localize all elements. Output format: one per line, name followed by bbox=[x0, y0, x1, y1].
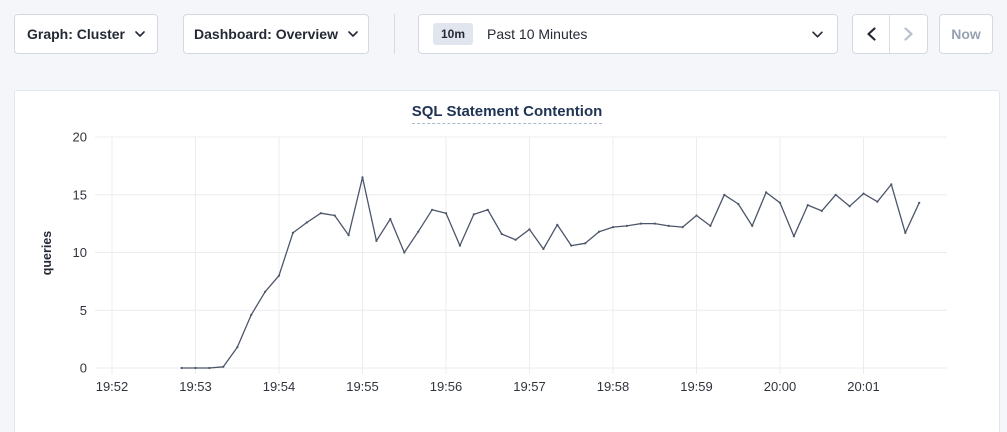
data-point bbox=[264, 290, 267, 293]
y-tick-label: 15 bbox=[73, 187, 87, 202]
data-point bbox=[778, 201, 782, 204]
data-point bbox=[862, 192, 865, 195]
data-point bbox=[876, 200, 879, 203]
x-tick-label: 19:59 bbox=[680, 379, 713, 394]
x-tick-label: 19:52 bbox=[96, 379, 129, 394]
data-point bbox=[222, 365, 225, 368]
data-point bbox=[277, 274, 281, 277]
now-button[interactable]: Now bbox=[939, 14, 993, 54]
data-point bbox=[834, 193, 837, 196]
data-point bbox=[904, 231, 907, 234]
data-point bbox=[625, 224, 629, 227]
line-chart: 0 5 10 15 20 19:52 19:53 19:54 19:55 19:56 19:57 19… bbox=[40, 130, 947, 394]
data-point bbox=[472, 213, 475, 216]
x-tick-label: 19:53 bbox=[179, 379, 212, 394]
data-point bbox=[584, 242, 587, 245]
data-point bbox=[194, 366, 197, 370]
data-point bbox=[305, 221, 308, 224]
x-tick-label: 20:01 bbox=[847, 379, 880, 394]
data-point bbox=[709, 224, 712, 227]
time-window-label: Past 10 Minutes bbox=[487, 26, 588, 42]
data-point bbox=[639, 222, 642, 225]
data-point bbox=[236, 346, 239, 349]
y-tick-label: 20 bbox=[73, 130, 87, 145]
data-point bbox=[723, 193, 726, 196]
data-point bbox=[417, 230, 420, 233]
time-prev-button[interactable] bbox=[853, 15, 890, 53]
data-point bbox=[208, 366, 211, 370]
toolbar: Graph: Cluster Dashboard: Overview 10m P… bbox=[0, 0, 1007, 68]
x-tick-label: 19:56 bbox=[430, 379, 463, 394]
series-line bbox=[180, 176, 920, 369]
data-point bbox=[806, 204, 809, 207]
data-point bbox=[751, 224, 754, 227]
graph-dropdown[interactable]: Graph: Cluster bbox=[14, 14, 158, 54]
data-point bbox=[695, 214, 698, 217]
data-point bbox=[389, 217, 392, 221]
chart-panel: SQL Statement Contention 0 5 10 15 20 19:52 19… bbox=[14, 90, 1000, 432]
data-point bbox=[347, 234, 350, 237]
data-point bbox=[918, 201, 921, 204]
chevron-left-icon bbox=[866, 27, 876, 41]
toolbar-divider bbox=[394, 14, 395, 54]
data-point bbox=[848, 205, 851, 208]
time-next-button[interactable] bbox=[890, 15, 927, 53]
data-point bbox=[598, 230, 601, 233]
y-axis-label: queries bbox=[40, 231, 54, 276]
data-point bbox=[667, 224, 670, 227]
data-point bbox=[319, 212, 322, 215]
data-point bbox=[890, 183, 893, 186]
time-window-badge: 10m bbox=[433, 23, 474, 45]
data-point bbox=[291, 231, 294, 234]
x-tick-label: 19:58 bbox=[597, 379, 630, 394]
chart-title-wrap: SQL Statement Contention bbox=[15, 103, 999, 124]
data-point bbox=[528, 228, 531, 231]
chevron-down-icon bbox=[135, 31, 145, 37]
y-tick-label: 10 bbox=[73, 245, 87, 260]
dashboard-dropdown-label: Dashboard: Overview bbox=[194, 26, 338, 42]
data-point bbox=[570, 244, 573, 247]
data-point bbox=[820, 209, 823, 212]
data-point bbox=[514, 238, 517, 241]
chevron-down-icon bbox=[812, 30, 823, 38]
data-point bbox=[653, 222, 656, 225]
time-window-pager bbox=[852, 14, 928, 54]
data-point bbox=[556, 223, 559, 226]
data-point bbox=[458, 244, 461, 247]
data-point bbox=[611, 226, 615, 229]
data-point bbox=[431, 208, 434, 211]
data-point bbox=[486, 208, 489, 211]
time-window-selector[interactable]: 10m Past 10 Minutes bbox=[418, 14, 838, 54]
data-point bbox=[403, 251, 406, 254]
data-point bbox=[681, 226, 684, 229]
data-point bbox=[444, 212, 448, 215]
x-tick-label: 19:55 bbox=[346, 379, 379, 394]
data-point bbox=[361, 176, 364, 179]
y-tick-label: 0 bbox=[80, 361, 87, 376]
data-point bbox=[542, 247, 545, 251]
data-point bbox=[792, 235, 796, 238]
chevron-down-icon bbox=[348, 31, 358, 37]
chevron-right-icon bbox=[904, 27, 913, 41]
data-point bbox=[333, 214, 336, 217]
x-tick-label: 19:57 bbox=[513, 379, 546, 394]
data-point bbox=[765, 191, 768, 194]
y-tick-label: 5 bbox=[80, 303, 87, 318]
dashboard-dropdown[interactable]: Dashboard: Overview bbox=[183, 14, 369, 54]
data-point bbox=[375, 239, 378, 242]
data-point bbox=[180, 366, 183, 370]
chart-title[interactable]: SQL Statement Contention bbox=[411, 103, 603, 124]
x-tick-label: 20:00 bbox=[764, 379, 797, 394]
data-point bbox=[250, 313, 253, 316]
data-point bbox=[500, 232, 503, 236]
x-tick-label: 19:54 bbox=[263, 379, 296, 394]
graph-dropdown-label: Graph: Cluster bbox=[26, 26, 125, 42]
data-point bbox=[737, 202, 740, 206]
